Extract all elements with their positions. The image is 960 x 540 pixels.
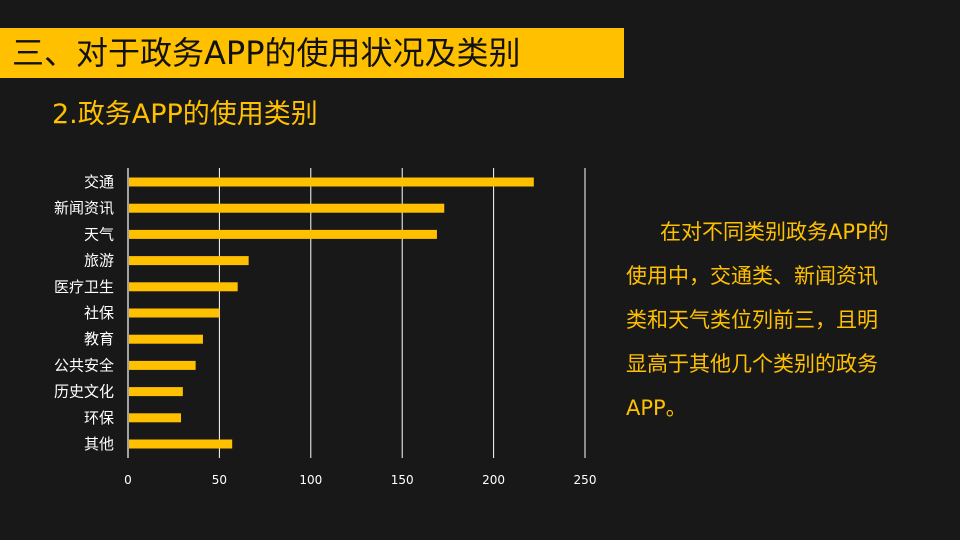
category-label: 交通 xyxy=(84,173,114,191)
x-tick-label: 50 xyxy=(212,473,227,487)
slide-subtitle: 2.政务APP的使用类别 xyxy=(52,99,318,130)
bar xyxy=(129,308,220,318)
bar xyxy=(129,177,534,187)
x-tick-label: 250 xyxy=(574,473,597,487)
category-label: 环保 xyxy=(84,409,114,427)
bar xyxy=(129,360,196,370)
category-label: 公共安全 xyxy=(54,356,114,374)
bar xyxy=(129,282,238,292)
gridlines xyxy=(127,168,586,458)
x-tick-label: 100 xyxy=(299,473,322,487)
x-tick-label: 0 xyxy=(124,473,132,487)
x-tick-label: 150 xyxy=(391,473,414,487)
description-line: 类和天气类位列前三，且明 xyxy=(626,308,878,332)
bar xyxy=(129,387,183,397)
category-label: 旅游 xyxy=(84,252,114,270)
category-label: 其他 xyxy=(84,435,114,453)
bar xyxy=(129,334,203,344)
category-label: 新闻资讯 xyxy=(54,199,114,217)
title-banner: 三、对于政务APP的使用状况及类别 xyxy=(0,28,624,78)
bar xyxy=(129,229,437,239)
category-label: 天气 xyxy=(84,225,114,243)
category-label: 医疗卫生 xyxy=(54,278,114,296)
description-text: 在对不同类别政务APP的 使用中，交通类、新闻资讯 类和天气类位列前三，且明 显… xyxy=(626,210,926,430)
description-line: 在对不同类别政务APP的 xyxy=(660,220,889,244)
description-line: 使用中，交通类、新闻资讯 xyxy=(626,264,878,288)
bar xyxy=(129,413,182,423)
description-line: APP。 xyxy=(626,396,687,420)
category-label: 社保 xyxy=(84,304,114,322)
bars xyxy=(129,177,534,449)
bar xyxy=(129,203,445,213)
description-line: 显高于其他几个类别的政务 xyxy=(626,352,878,376)
x-tick-labels: 0 50 100 150 200 250 xyxy=(124,473,596,487)
bar xyxy=(129,256,249,266)
x-tick-label: 200 xyxy=(482,473,505,487)
category-label: 历史文化 xyxy=(54,383,114,401)
slide-title: 三、对于政务APP的使用状况及类别 xyxy=(12,34,521,72)
category-label: 教育 xyxy=(84,330,114,348)
bar xyxy=(129,439,233,449)
